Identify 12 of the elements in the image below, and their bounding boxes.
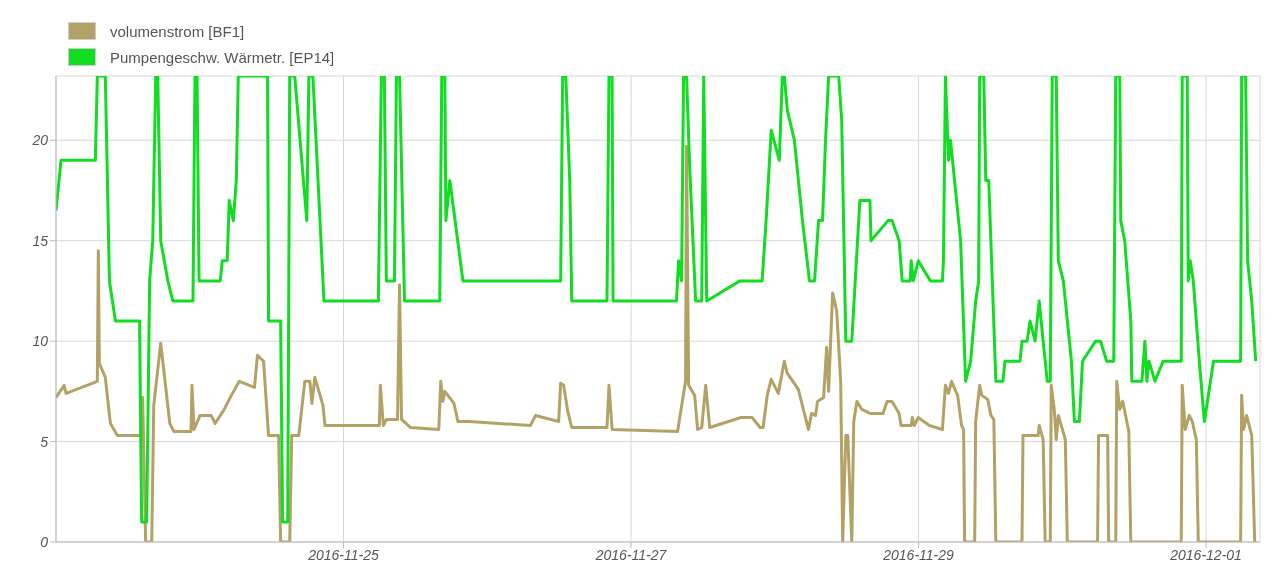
y-tick-label: 20	[31, 132, 49, 149]
legend-label: volumenstrom [BF1]	[110, 22, 245, 40]
x-tick-label: 2016-11-25	[307, 546, 380, 563]
x-tick-label: 2016-12-01	[1169, 546, 1242, 563]
x-tick-label: 2016-11-27	[594, 546, 668, 563]
line-series	[56, 144, 1257, 542]
y-tick-label: 15	[32, 232, 49, 249]
x-tick-label: 2016-11-29	[882, 546, 955, 563]
legend-label: Pumpengeschw. Wärmetr. [EP14]	[110, 48, 335, 66]
y-tick-label: 0	[40, 533, 49, 550]
y-tick-label: 10	[32, 333, 49, 350]
y-tick-label: 5	[40, 433, 49, 450]
